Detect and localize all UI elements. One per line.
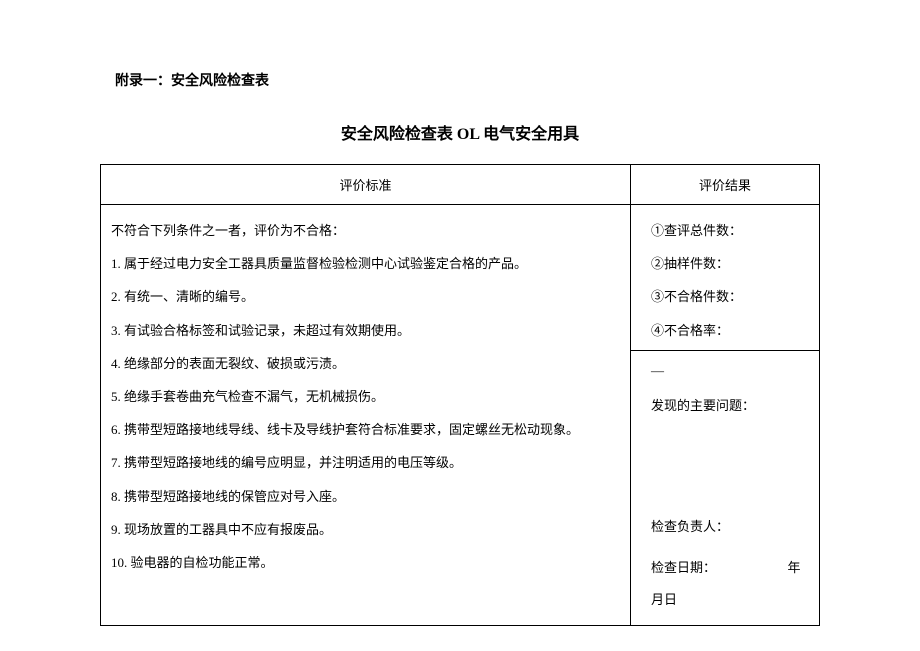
criteria-item: 3. 有试验合格标签和试验记录，未超过有效期使用。 [111,315,620,346]
table-content-row: 不符合下列条件之一者，评价为不合格： 1. 属于经过电力安全工器具质量监督检验检… [101,205,820,626]
criteria-item: 9. 现场放置的工器具中不应有报废品。 [111,514,620,545]
criteria-item: 4. 绝缘部分的表面无裂纹、破损或污渍。 [111,348,620,379]
issues-separator: — [631,350,819,390]
date-label: 检查日期： [651,560,716,575]
result-item: ②抽样件数： [651,248,809,279]
results-cell: ①查评总件数： ②抽样件数： ③不合格件数： ④不合格率： — 发现的主要问题：… [631,205,820,626]
criteria-item: 6. 携带型短路接地线导线、线卡及导线护套符合标准要求，固定螺丝无松动现象。 [111,414,620,445]
inspector-label: 检查负责人： [651,511,809,542]
criteria-item: 8. 携带型短路接地线的保管应对号入座。 [111,481,620,512]
criteria-item: 10. 验电器的自检功能正常。 [111,547,620,578]
criteria-item: 1. 属于经过电力安全工器具质量监督检验检测中心试验鉴定合格的产品。 [111,248,620,279]
inspection-table: 评价标准 评价结果 不符合下列条件之一者，评价为不合格： 1. 属于经过电力安全… [100,164,820,626]
table-header-row: 评价标准 评价结果 [101,165,820,205]
criteria-intro: 不符合下列条件之一者，评价为不合格： [111,215,620,246]
criteria-header: 评价标准 [101,165,631,205]
result-item: ①查评总件数： [651,215,809,246]
criteria-item: 5. 绝缘手套卷曲充气检查不漏气，无机械损伤。 [111,381,620,412]
results-header: 评价结果 [631,165,820,205]
issues-label: 发现的主要问题： [651,390,809,421]
dash-marker: — [651,363,664,378]
document-title: 安全风险检查表 OL 电气安全用具 [100,120,820,144]
result-item: ③不合格件数： [651,281,809,312]
criteria-cell: 不符合下列条件之一者，评价为不合格： 1. 属于经过电力安全工器具质量监督检验检… [101,205,631,626]
inspection-date: 检查日期： 年月日 [651,552,809,614]
criteria-item: 2. 有统一、清晰的编号。 [111,281,620,312]
criteria-item: 7. 携带型短路接地线的编号应明显，并注明适用的电压等级。 [111,447,620,478]
result-item: ④不合格率： [651,315,809,346]
appendix-header: 附录一：安全风险检查表 [100,70,820,90]
date-spacer [719,560,784,575]
